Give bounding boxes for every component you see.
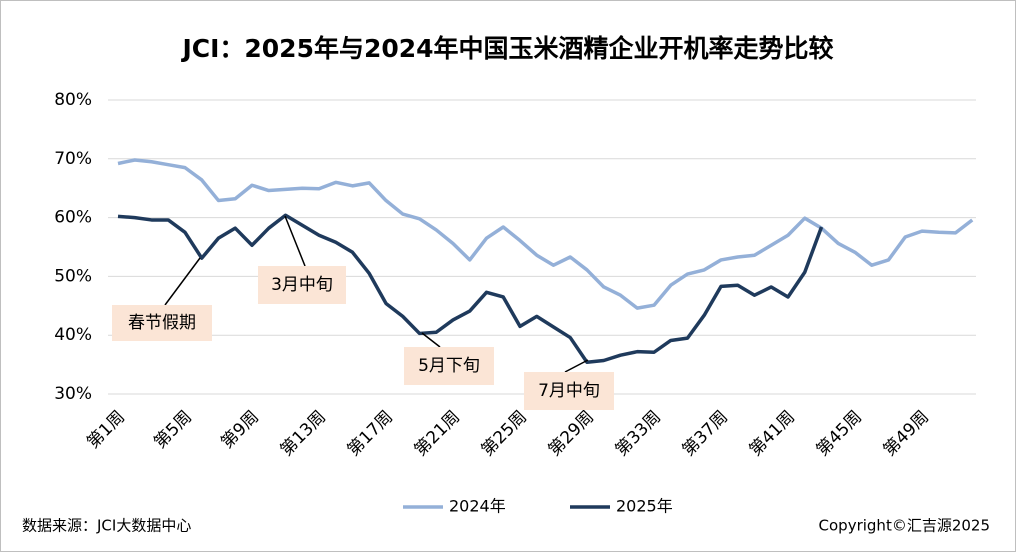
y-tick-label: 80% [54, 90, 92, 110]
annotation-leader [564, 359, 589, 373]
annotation-box [524, 372, 614, 410]
annotation: 5月下旬 [418, 356, 480, 376]
y-tick-label: 40% [54, 325, 92, 345]
annotation-leader [421, 332, 441, 348]
chart-title: JCI：2025年与2024年中国玉米酒精企业开机率走势比较 [180, 34, 833, 63]
legend-label: 2024年 [449, 497, 506, 516]
y-tick-label: 60% [54, 208, 92, 228]
annotation: 春节假期 [128, 313, 196, 333]
annotation-leader [284, 215, 306, 267]
series-line [117, 213, 824, 364]
source: 数据来源：JCI大数据中心 [22, 517, 191, 535]
series-line [117, 158, 974, 310]
annotation-box [258, 266, 346, 304]
y-tick-label: 50% [54, 266, 92, 286]
annotation: 3月中旬 [271, 275, 333, 295]
annotation-box [404, 347, 494, 385]
y-tick-label: 30% [54, 384, 92, 404]
annotation-leader [164, 257, 201, 306]
annotation-box [112, 305, 212, 341]
copyright: Copyright©汇吉源2025 [819, 517, 990, 535]
y-tick-label: 70% [54, 149, 92, 169]
legend-label: 2025年 [616, 497, 673, 516]
annotation: 7月中旬 [538, 381, 600, 401]
